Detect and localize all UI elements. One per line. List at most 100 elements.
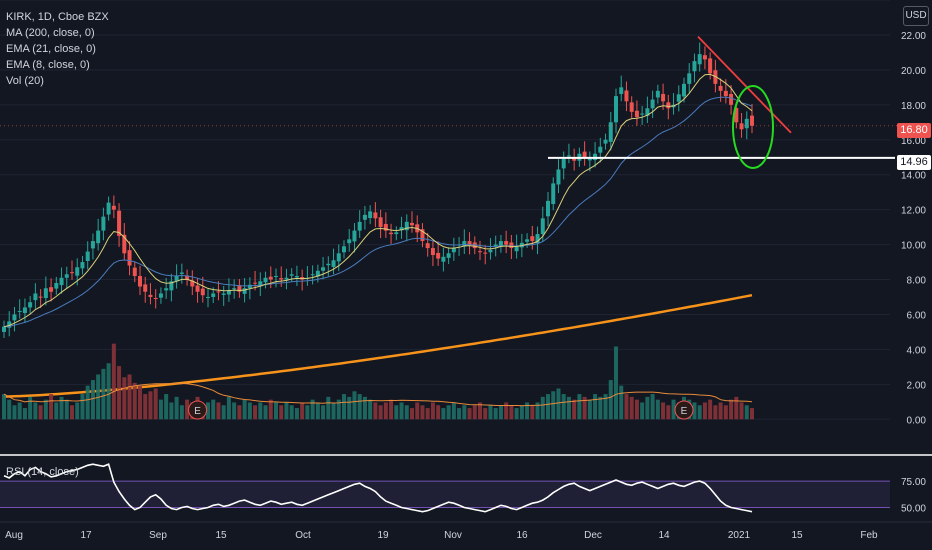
volume-bar [274,402,278,420]
candle-body [572,157,577,161]
volume-bar [232,402,237,420]
candle-body [399,227,404,231]
candle-body [446,253,451,258]
time-axis-label: 15 [215,530,227,541]
drawing-annotations[interactable] [0,36,932,169]
volume-bar [310,399,315,420]
candle-body [504,241,509,245]
candle-body [650,99,655,109]
volume-bar [237,405,242,420]
candle-body [336,253,341,262]
volume-bar [425,408,430,420]
rsi-panel: 75.00 50.00 [0,463,926,514]
candle-body [22,307,27,314]
candle-body [723,90,728,97]
candle-body [624,90,629,102]
legend-ema8[interactable]: EMA (8, close, 0) [6,59,90,71]
volume-bar [28,396,33,420]
candle-body [373,212,378,219]
volume-bar [619,385,624,420]
candle-body [33,293,38,301]
candle-body [697,54,702,65]
candle-body [718,85,723,91]
candle-body [467,241,472,245]
candle-body [200,288,205,296]
volume-bar [294,408,299,420]
legend-ma200[interactable]: MA (200, close, 0) [6,27,95,39]
volume-bar [132,382,137,420]
time-axis[interactable]: Aug 17 Sep 15 Oct 19 Nov 16 Dec 14 2021 15 Feb [5,530,878,541]
candle-body [54,283,59,289]
time-axis-label: 15 [791,530,803,541]
time-axis-label: 14 [658,530,670,541]
candle-body [211,293,216,297]
candle-body [603,139,608,144]
volume-bar [111,343,116,420]
volume-bar [697,405,702,420]
candle-body [179,272,184,274]
volume-bar [263,405,268,420]
volume-bar [179,405,184,420]
volume-bar [614,346,618,420]
volume-bar [12,405,17,420]
candle-body [389,232,394,235]
volume-bar [43,399,48,420]
volume-bar [368,399,373,420]
candle-body [682,83,686,97]
volume-bar [556,388,561,420]
volume-bar [59,396,64,420]
candle-body [258,281,263,287]
candle-body [535,234,540,244]
volume-bar [404,405,409,420]
support-price-tag: 14.96 [897,155,931,170]
rsi-line [3,463,753,513]
symbol-title[interactable]: KIRK, 1D, Cboe BZX [6,11,109,23]
candle-body [404,221,409,231]
candle-body [342,246,346,253]
volume-bar [713,405,718,420]
price-axis-label: 20.00 [901,66,926,77]
candle-body [352,230,357,242]
volume-bar [185,399,190,420]
candle-body [734,107,739,123]
rsi-legend[interactable]: RSI (14, close) [6,466,79,478]
price-axis[interactable]: 22.00 20.00 18.00 16.00 14.00 12.00 10.00 8.00 6… [901,31,926,426]
earnings-marker [674,400,694,420]
candle-body [744,118,749,129]
volume-bar [634,399,639,420]
candle-body [509,242,514,249]
earnings-marker-label: E [194,406,201,417]
price-axis-label: 16.00 [901,136,926,147]
candle-body [70,272,74,274]
volume-bar [153,388,158,420]
candle-body [122,234,127,254]
candle-body [195,285,200,292]
volume-bar [300,402,305,420]
volume-bar [692,402,697,420]
volume-bar [321,405,326,420]
volume-bar [22,408,27,420]
volume-bar [519,405,524,420]
candle-body [28,302,33,308]
volume-bar [593,394,598,420]
volume-bar [33,402,38,420]
candle-body [488,249,493,253]
volume-bar [525,402,530,420]
downtrend-line [697,36,792,134]
candle-body [614,96,618,123]
volume-bar [498,405,503,420]
volume-bar [655,399,660,420]
legend-volume[interactable]: Vol (20) [6,75,44,87]
volume-bar [472,405,477,420]
candle-body [17,310,22,312]
volume-bar [357,394,362,420]
volume-bar [598,396,603,420]
volume-bar [268,399,273,420]
currency-button[interactable]: USD [903,6,929,26]
legend-ema21[interactable]: EMA (21, close, 0) [6,43,96,55]
candle-body [106,202,111,215]
current-price-tag: 16.80 [897,123,931,138]
candle-body [49,287,54,292]
volume-bar [535,402,540,420]
